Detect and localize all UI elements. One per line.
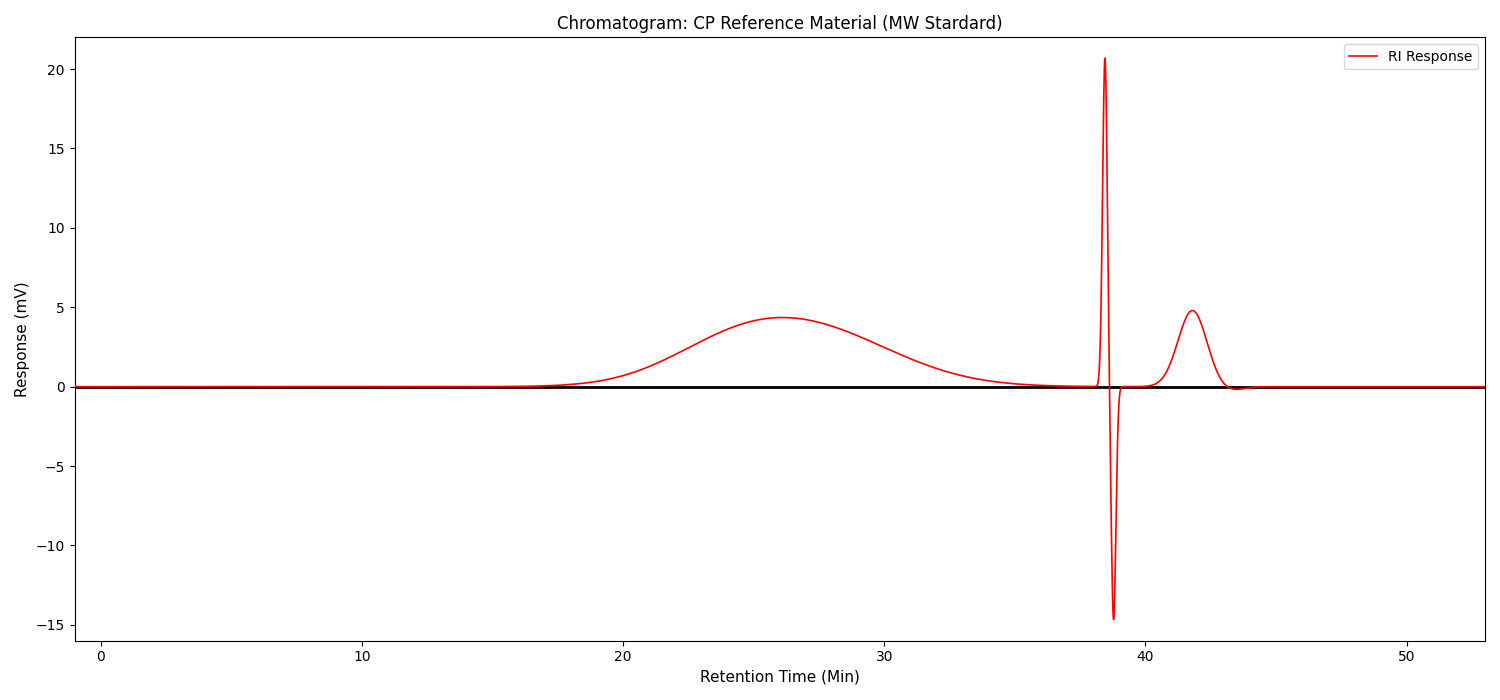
Line: RI Response: RI Response [75, 58, 1485, 620]
Legend: RI Response: RI Response [1344, 44, 1478, 69]
RI Response [1476, 382, 1494, 391]
RI Response [66, 382, 84, 391]
RI Response [831, 325, 849, 333]
RI Response [606, 374, 624, 382]
RI Response [405, 382, 423, 391]
RI Response [1096, 54, 1114, 62]
RI Response [915, 360, 933, 368]
RI Response [162, 382, 180, 391]
X-axis label: Retention Time (Min): Retention Time (Min) [700, 670, 859, 685]
Title: Chromatogram: CP Reference Material (MW Stardard): Chromatogram: CP Reference Material (MW … [556, 15, 1002, 33]
Y-axis label: Response (mV): Response (mV) [15, 281, 30, 397]
RI Response [1104, 615, 1122, 624]
RI Response [1113, 384, 1131, 392]
